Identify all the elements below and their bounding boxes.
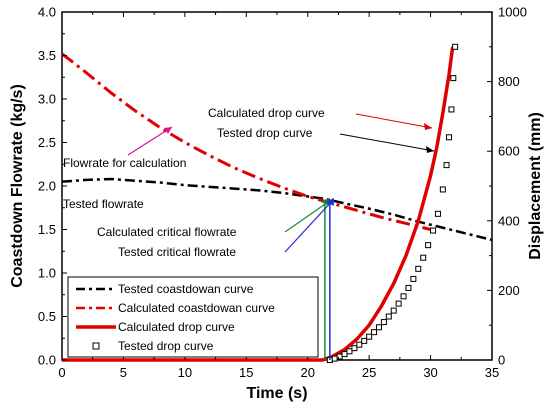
y2-tick-label: 600 xyxy=(498,144,520,159)
tested-drop-point xyxy=(450,75,457,82)
series-line-3 xyxy=(62,46,455,362)
tested-drop-point xyxy=(420,254,427,261)
tested-drop-point xyxy=(375,324,382,331)
tested-drop-point xyxy=(390,307,397,314)
y2-tick-label: 1000 xyxy=(498,5,527,20)
annotation-tested-flowrate: Tested flowrate xyxy=(63,197,144,211)
y-tick-label: 2.5 xyxy=(38,135,56,150)
annotation-flowrate-calculation: Flowrate for calculation xyxy=(63,156,186,170)
tested-drop-point xyxy=(452,43,459,50)
annotation-layer: Calculated drop curve Tested drop curve … xyxy=(63,106,435,259)
tested-drop-point xyxy=(395,300,402,307)
y-tick-label: 1.0 xyxy=(38,266,56,281)
y-tick-label: 1.5 xyxy=(38,222,56,237)
legend-label-1: Tested coastdowan curve xyxy=(118,282,254,296)
legend-label-3: Calculated drop curve xyxy=(118,320,235,334)
axis-layer: 0 5 10 15 20 25 30 35 0.0 0.5 1.0 1.5 2.0 2.5 3.0 3.5 4.… xyxy=(38,5,527,381)
tested-drop-point xyxy=(385,313,392,320)
x-tick-label: 35 xyxy=(485,365,499,380)
arrowhead-tested-drop xyxy=(426,146,434,153)
y-tick-label: 0.0 xyxy=(38,353,56,368)
tested-drop-point xyxy=(341,351,348,358)
arrow-calc-drop xyxy=(355,113,433,129)
tested-drop-point xyxy=(346,348,353,355)
annotation-calculated-drop: Calculated drop curve xyxy=(208,106,325,120)
tested-drop-point xyxy=(366,333,373,340)
annotation-tested-drop: Tested drop curve xyxy=(217,126,313,140)
y-axis-title: Coastdown Flowrate (kg/s) xyxy=(9,84,26,288)
x-tick-label: 30 xyxy=(423,365,437,380)
x-axis-title: Time (s) xyxy=(246,385,307,402)
series-line-2 xyxy=(61,52,431,231)
annotation-calculated-critical: Calculated critical flowrate xyxy=(97,225,237,239)
tested-drop-point xyxy=(351,345,358,352)
x-tick-label: 20 xyxy=(300,365,314,380)
y2-tick-label: 800 xyxy=(498,74,520,89)
tested-drop-point xyxy=(439,186,446,193)
critical-marker-layer xyxy=(284,197,334,360)
critical-pointer-blue xyxy=(284,203,330,253)
x-tick-label: 15 xyxy=(239,365,253,380)
legend-box xyxy=(67,276,319,358)
tested-drop-point xyxy=(443,162,450,169)
tested-drop-point xyxy=(448,106,455,113)
tested-drop-point xyxy=(336,353,343,360)
y2-tick-label: 200 xyxy=(498,283,520,298)
tested-drop-point xyxy=(405,284,412,291)
x-tick-label: 5 xyxy=(120,365,127,380)
series-layer xyxy=(61,43,493,363)
tested-drop-point xyxy=(434,210,441,217)
legend-swatch-4 xyxy=(92,342,100,350)
legend: Tested coastdowan curve Calculated coastd… xyxy=(67,276,319,358)
y2-tick-label: 400 xyxy=(498,213,520,228)
tested-drop-point xyxy=(361,337,368,344)
tested-drop-point xyxy=(410,275,417,282)
x-tick-label: 25 xyxy=(362,365,376,380)
arrow-flow-calc xyxy=(127,126,173,156)
tested-drop-point xyxy=(415,265,422,272)
y-tick-label: 0.5 xyxy=(38,309,56,324)
y2-tick-label: 0 xyxy=(498,353,505,368)
x-tick-label: 0 xyxy=(58,365,65,380)
annotation-tested-critical: Tested critical flowrate xyxy=(118,245,236,259)
y2-axis-title: Displacement (mm) xyxy=(527,112,544,260)
arrowhead-calc-drop xyxy=(424,123,432,130)
y-tick-label: 3.0 xyxy=(38,92,56,107)
arrowhead-flow-calc xyxy=(164,127,172,134)
tested-drop-point xyxy=(380,319,387,326)
arrow-tested-drop xyxy=(339,133,435,152)
legend-label-4: Tested drop curve xyxy=(118,339,214,353)
legend-items: Tested coastdowan curve Calculated coastd… xyxy=(76,282,275,353)
tested-drop-point xyxy=(430,227,437,234)
y-tick-label: 4.0 xyxy=(38,5,56,20)
tested-drop-point xyxy=(425,242,432,249)
tested-drop-point xyxy=(331,355,338,362)
critical-pointer-green xyxy=(284,203,326,233)
tested-drop-point xyxy=(400,293,407,300)
tested-drop-point xyxy=(446,134,452,141)
y-tick-label: 3.5 xyxy=(38,48,56,63)
legend-label-2: Calculated coastdowan curve xyxy=(118,301,275,315)
x-tick-label: 10 xyxy=(178,365,192,380)
tested-drop-point xyxy=(371,329,378,336)
y-tick-label: 2.0 xyxy=(38,179,56,194)
tested-drop-point xyxy=(356,341,363,348)
